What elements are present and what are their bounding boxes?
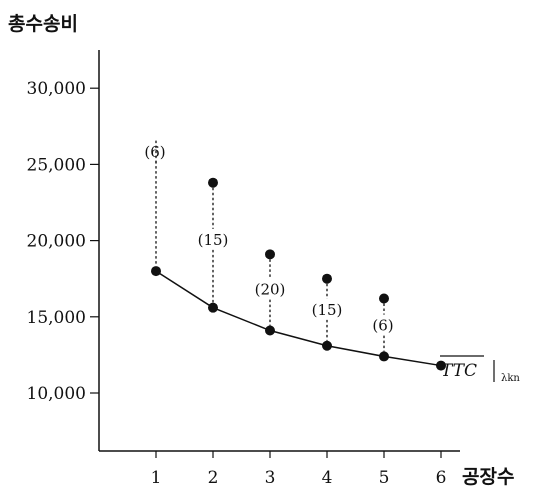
upper-point <box>265 249 275 260</box>
y-tick-label: 30,000 <box>27 79 86 99</box>
upper-point <box>322 273 332 284</box>
x-tick-label: 3 <box>265 468 276 488</box>
x-axis-label: 공장수 <box>462 466 514 488</box>
upper-point <box>208 177 218 188</box>
series-label-main: TTC <box>441 361 477 381</box>
upper-point-label: (6) <box>372 317 393 335</box>
ttc-point <box>208 302 218 313</box>
y-tick-label: 10,000 <box>27 384 86 404</box>
ttc-point <box>436 360 446 371</box>
y-tick-label: 15,000 <box>27 308 86 328</box>
x-tick-label: 5 <box>379 468 390 488</box>
series-label: TTC λkn <box>440 355 520 384</box>
x-ticks: 1 2 3 4 5 6 <box>151 451 447 488</box>
upper-point-label: (6) <box>144 143 165 161</box>
upper-point-label: (15) <box>198 231 229 249</box>
ttc-point <box>265 325 275 336</box>
x-tick-label: 4 <box>322 468 333 488</box>
upper-point-label: (20) <box>255 281 286 299</box>
upper-points: (6) (15) (20) (15) (6) <box>144 143 393 334</box>
series <box>151 266 446 371</box>
ttc-point <box>379 351 389 362</box>
ttc-line <box>155 270 442 367</box>
y-axis-label: 총수송비 <box>8 13 78 35</box>
ttc-point <box>151 266 161 277</box>
x-tick-label: 2 <box>208 468 219 488</box>
x-tick-label: 6 <box>436 468 447 488</box>
y-tick-label: 20,000 <box>27 232 86 252</box>
ttc-point <box>322 340 332 351</box>
drop-lines <box>155 140 385 352</box>
upper-point-label: (15) <box>312 301 343 319</box>
upper-point <box>379 293 389 304</box>
x-tick-label: 1 <box>151 468 162 488</box>
series-label-sub: λkn <box>501 373 520 384</box>
y-tick-label: 25,000 <box>27 155 86 175</box>
axes <box>98 50 460 452</box>
y-ticks: 10,000 15,000 20,000 25,000 30,000 <box>27 79 99 404</box>
